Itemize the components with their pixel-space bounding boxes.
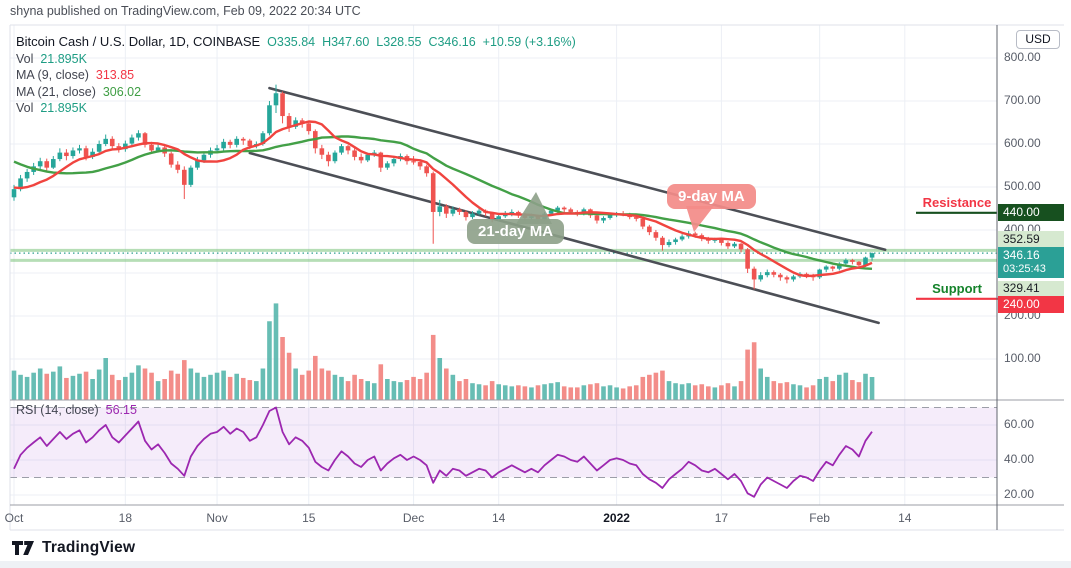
rsi-label: RSI (14, close) (16, 403, 99, 417)
ma21-legend-row[interactable]: MA (21, close) 306.02 (16, 84, 576, 101)
support-resistance-lines (916, 211, 1000, 300)
ohlc-change: +10.59 (+3.16%) (482, 35, 576, 49)
ohlc-open: O335.84 (267, 35, 316, 49)
ma9-legend-row[interactable]: MA (9, close) 313.85 (16, 67, 576, 84)
price-tick-label: 100.00 (1004, 351, 1041, 365)
ma9-label: MA (9, close) (16, 68, 89, 82)
rsi-line (13, 406, 873, 498)
ma9-line (13, 120, 873, 278)
time-tick-label: 18 (118, 511, 133, 525)
rsi-value: 56.15 (105, 403, 137, 417)
resistance-price-badge: 440.00 (998, 204, 1064, 221)
volume2-legend-row[interactable]: Vol 21.895K (16, 100, 576, 117)
chart-legend: Bitcoin Cash / U.S. Dollar, 1D, COINBASE… (16, 34, 576, 117)
ma21-label: MA (21, close) (16, 84, 96, 99)
time-tick-label: 14 (492, 511, 506, 525)
time-tick-label: 14 (898, 511, 912, 525)
symbol-title: Bitcoin Cash / U.S. Dollar, 1D, COINBASE (16, 34, 261, 49)
vol-label: Vol (16, 51, 34, 66)
price-tick-label: 700.00 (1004, 93, 1041, 107)
ma21-value: 306.02 (102, 84, 142, 99)
price-level-lines (10, 248, 997, 262)
callout-tails (516, 192, 714, 232)
last-price-badge: 346.16 03:25:43 (998, 247, 1064, 278)
time-tick-label: 2022 (603, 511, 630, 525)
band-high-price-badge: 352.59 (998, 231, 1064, 247)
pane-borders (9, 24, 1064, 531)
price-tick-label: 500.00 (1004, 179, 1041, 193)
currency-toggle-button[interactable]: USD (1016, 30, 1060, 49)
rsi-tick-label: 20.00 (1004, 487, 1035, 501)
tradingview-wordmark: TradingView (42, 539, 136, 556)
published-line: shyna published on TradingView.com, Feb … (10, 4, 361, 18)
vol2-value: 21.895K (40, 101, 87, 115)
ma21-line (13, 135, 873, 270)
tradingview-logo-icon (12, 541, 34, 555)
ohlc-low: L328.55 (376, 35, 422, 49)
ma21-callout-bubble: 21-day MA (467, 219, 565, 244)
rsi-tick-label: 40.00 (1004, 452, 1035, 466)
resistance-label: Resistance (922, 195, 992, 210)
time-tick-label: Oct (4, 511, 24, 525)
price-tick-label: 800.00 (1004, 50, 1041, 64)
time-tick-label: Nov (206, 511, 228, 525)
vol-value: 21.895K (40, 51, 87, 66)
tradingview-logo-link[interactable]: TradingView (12, 539, 135, 557)
time-axis[interactable]: Oct 18 Nov 15 Dec 14 2022 17 Feb 14 (5, 505, 997, 530)
rsi-legend-row[interactable]: RSI (14, close) 56.15 (16, 403, 137, 417)
time-tick-label: Dec (402, 511, 425, 525)
ohlc-close: C346.16 (428, 35, 476, 49)
volume-legend-row[interactable]: Vol 21.895K (16, 51, 576, 68)
ohlc-high: H347.60 (322, 35, 370, 49)
support-price-badge: 240.00 (998, 296, 1064, 313)
bottom-strip (0, 561, 1071, 568)
time-tick-label: Feb (809, 511, 830, 525)
channel-lower-line (248, 151, 880, 325)
vol2-label: Vol (16, 101, 34, 115)
ma9-callout-bubble: 9-day MA (667, 184, 756, 209)
symbol-legend-row[interactable]: Bitcoin Cash / U.S. Dollar, 1D, COINBASE… (16, 34, 576, 51)
price-tick-label: 600.00 (1004, 136, 1041, 150)
time-tick-label: 17 (714, 511, 729, 525)
rsi-tick-label: 60.00 (1004, 417, 1035, 431)
band-low-price-badge: 329.41 (998, 281, 1064, 296)
rsi-pane (10, 406, 997, 498)
last-price-value: 346.16 (1003, 248, 1040, 262)
support-label: Support (932, 281, 982, 296)
volume-series (11, 303, 875, 400)
trend-channel (248, 86, 887, 325)
time-tick-label: 15 (302, 511, 316, 525)
ma9-value: 313.85 (95, 68, 135, 82)
bar-countdown: 03:25:43 (1003, 263, 1046, 275)
channel-upper-line (268, 86, 887, 252)
